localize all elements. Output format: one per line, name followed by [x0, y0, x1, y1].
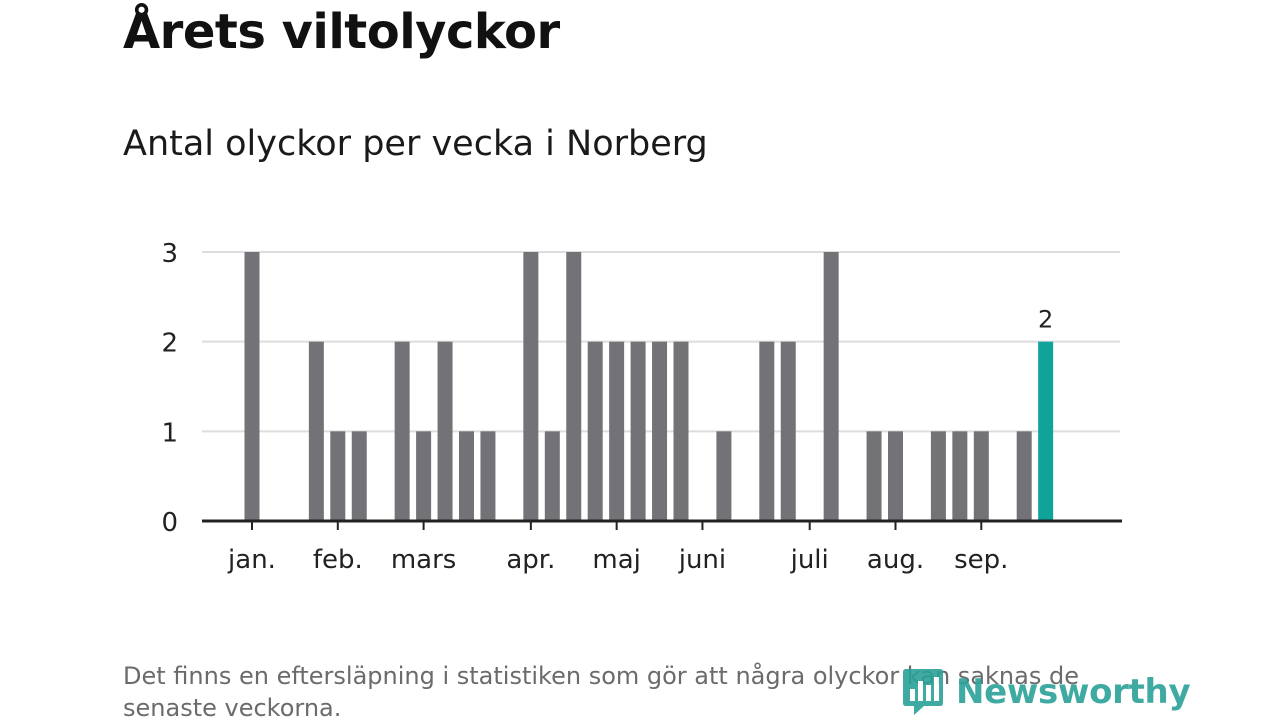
bar	[866, 431, 882, 521]
bar	[351, 431, 367, 521]
x-tick-label: mars	[391, 545, 457, 575]
brand-name: Newsworthy	[956, 672, 1191, 712]
y-tick-label: 1	[161, 418, 178, 448]
y-tick-label: 0	[161, 508, 178, 538]
bar	[630, 341, 646, 521]
bar	[759, 341, 775, 521]
bar	[930, 431, 946, 521]
x-tick-label: sep.	[954, 545, 1008, 575]
bar	[459, 431, 474, 521]
bar	[523, 252, 539, 521]
chart-subtitle: Antal olyckor per vecka i Norberg	[123, 124, 708, 164]
x-tick-label: feb.	[313, 545, 363, 575]
bar	[973, 431, 989, 521]
bar	[437, 341, 453, 521]
bar	[780, 341, 796, 521]
highlight-data-label: 2	[1038, 306, 1053, 334]
bar	[587, 341, 603, 521]
x-tick-label: juni	[678, 545, 726, 575]
y-tick-label: 2	[161, 329, 178, 359]
x-tick-label: maj	[592, 545, 640, 575]
bar	[566, 252, 582, 521]
bar	[416, 431, 432, 521]
bar	[308, 341, 324, 521]
x-tick-label: jan.	[227, 545, 276, 575]
x-tick-label: juli	[790, 545, 829, 575]
bar	[1016, 431, 1032, 521]
bar	[652, 341, 668, 521]
bar	[609, 341, 625, 521]
bar	[480, 431, 496, 521]
bar	[330, 431, 346, 521]
x-tick-label: aug.	[867, 545, 924, 575]
chart-title: Årets viltolyckor	[123, 4, 560, 60]
bar-chart-speech-bubble-icon	[903, 669, 943, 715]
x-tick-label: apr.	[506, 545, 555, 575]
bar	[888, 431, 903, 521]
bar	[716, 431, 732, 521]
bar	[244, 252, 260, 521]
highlighted-bar	[1038, 341, 1054, 521]
bar	[673, 341, 689, 521]
bar	[544, 431, 560, 521]
y-tick-label: 3	[161, 239, 178, 269]
bar	[394, 341, 410, 521]
bar	[952, 431, 968, 521]
bar	[823, 252, 839, 521]
brand-logo: Newsworthy	[902, 666, 1191, 718]
